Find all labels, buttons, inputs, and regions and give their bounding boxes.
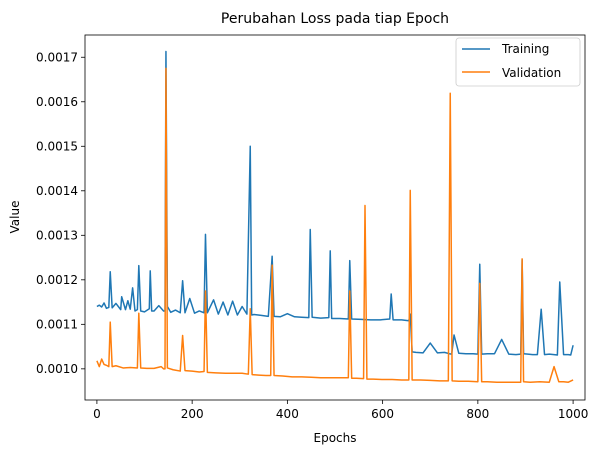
- chart-title: Perubahan Loss pada tiap Epoch: [221, 11, 449, 27]
- y-tick-label: 0.0013: [36, 228, 78, 242]
- y-tick-label: 0.0010: [36, 362, 78, 376]
- series-line-training: [96, 50, 574, 356]
- y-axis-ticks: 0.0010 0.0011 0.0012 0.0013 0.0014 0.0015 0.00…: [36, 50, 85, 376]
- series-layer: [96, 50, 574, 383]
- x-tick-label: 0: [93, 407, 101, 421]
- plot-frame: [84, 34, 586, 401]
- plot-area: [85, 35, 585, 400]
- y-tick-label: 0.0011: [36, 317, 78, 331]
- x-tick-label: 200: [181, 407, 204, 421]
- x-tick-label: 1000: [558, 407, 589, 421]
- y-tick-label: 0.0012: [36, 273, 78, 287]
- y-tick-label: 0.0014: [36, 184, 78, 198]
- y-axis-label: Value: [8, 201, 22, 234]
- legend-label-training: Training: [501, 42, 549, 56]
- x-axis-ticks: 0 200 400 600 800 1000: [93, 400, 588, 421]
- x-tick-label: 400: [276, 407, 299, 421]
- legend-box: [455, 37, 581, 87]
- legend-label-validation: Validation: [502, 66, 561, 80]
- x-axis-label: Epochs: [314, 431, 357, 445]
- x-tick-label: 600: [371, 407, 394, 421]
- y-tick-label: 0.0016: [36, 95, 78, 109]
- series-line-validation: [96, 67, 574, 383]
- y-tick-label: 0.0015: [36, 139, 78, 153]
- legend: Training Validation: [455, 37, 581, 87]
- x-tick-label: 800: [466, 407, 489, 421]
- y-tick-label: 0.0017: [36, 50, 78, 64]
